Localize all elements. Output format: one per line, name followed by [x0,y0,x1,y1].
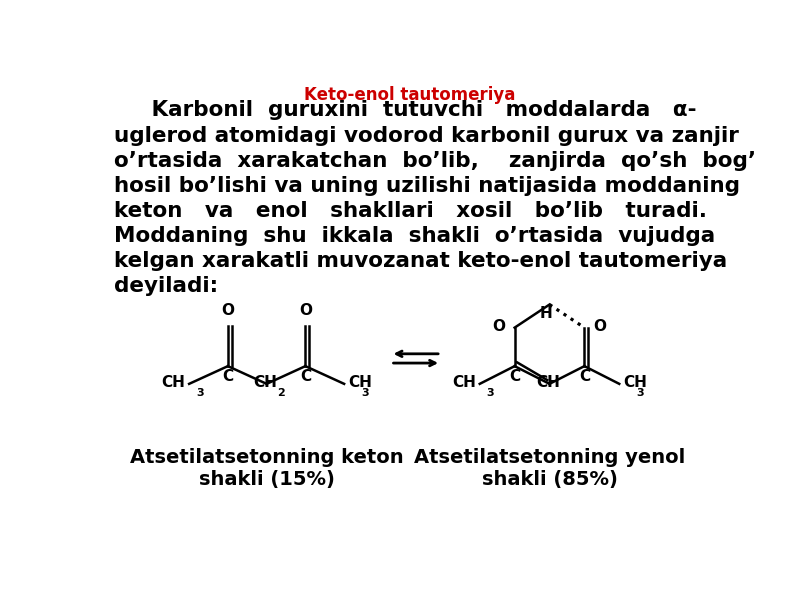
Text: CH: CH [623,375,647,390]
Text: 3: 3 [636,388,644,398]
Text: CH: CH [452,375,476,390]
Text: C: C [222,369,234,384]
Text: C: C [300,369,311,384]
Text: 3: 3 [361,388,369,398]
Text: Atsetilatsetonning keton
shakli (15%): Atsetilatsetonning keton shakli (15%) [130,448,403,489]
Text: H: H [540,306,553,321]
Text: O: O [492,319,506,334]
Text: O: O [594,319,606,334]
Text: CH: CH [253,375,277,390]
Text: O: O [299,304,312,319]
Text: Karbonil  guruxini  tutuvchi   moddalarda   α-
uglerod atomidagi vodorod karboni: Karbonil guruxini tutuvchi moddalarda α-… [114,100,756,296]
Text: C: C [579,369,590,384]
Text: C: C [509,369,520,384]
Text: Atsetilatsetonning yenol
shakli (85%): Atsetilatsetonning yenol shakli (85%) [414,448,685,489]
Text: 2: 2 [278,388,286,398]
Text: O: O [222,304,234,319]
Text: 3: 3 [196,388,204,398]
Text: CH: CH [348,375,372,390]
Text: 3: 3 [486,388,494,398]
Text: Keto-enol tautomeriya: Keto-enol tautomeriya [304,86,516,104]
Text: CH: CH [162,375,186,390]
Text: CH: CH [536,375,560,390]
